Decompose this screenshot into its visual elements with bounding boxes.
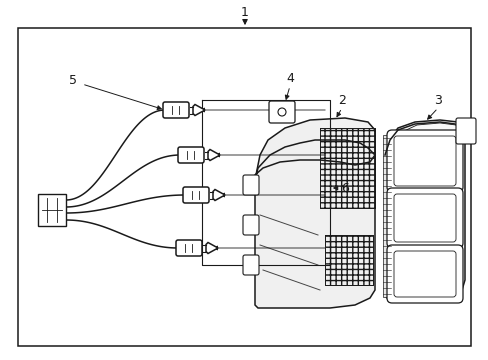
Bar bbox=[382, 135, 390, 297]
Bar bbox=[38, 194, 66, 226]
FancyBboxPatch shape bbox=[243, 215, 259, 235]
Text: 5: 5 bbox=[69, 73, 77, 86]
FancyBboxPatch shape bbox=[386, 188, 462, 248]
FancyBboxPatch shape bbox=[243, 255, 259, 275]
FancyBboxPatch shape bbox=[163, 102, 189, 118]
Polygon shape bbox=[207, 149, 220, 161]
FancyBboxPatch shape bbox=[393, 194, 455, 242]
Polygon shape bbox=[205, 243, 218, 253]
FancyBboxPatch shape bbox=[386, 245, 462, 303]
Bar bbox=[18, 28, 470, 346]
Bar bbox=[325, 235, 372, 285]
Polygon shape bbox=[254, 118, 374, 308]
FancyBboxPatch shape bbox=[455, 118, 475, 144]
FancyBboxPatch shape bbox=[268, 101, 294, 123]
Bar bbox=[319, 128, 374, 208]
FancyBboxPatch shape bbox=[393, 251, 455, 297]
Text: 6: 6 bbox=[340, 181, 348, 194]
FancyBboxPatch shape bbox=[176, 240, 202, 256]
FancyBboxPatch shape bbox=[183, 187, 208, 203]
Text: 4: 4 bbox=[285, 72, 293, 85]
FancyBboxPatch shape bbox=[393, 136, 455, 186]
Polygon shape bbox=[213, 189, 224, 201]
FancyBboxPatch shape bbox=[243, 175, 259, 195]
Text: 2: 2 bbox=[337, 94, 345, 107]
FancyBboxPatch shape bbox=[178, 147, 203, 163]
FancyBboxPatch shape bbox=[386, 130, 462, 192]
Text: 1: 1 bbox=[241, 5, 248, 18]
Polygon shape bbox=[384, 120, 464, 302]
Text: 3: 3 bbox=[433, 94, 441, 107]
Polygon shape bbox=[193, 104, 204, 116]
